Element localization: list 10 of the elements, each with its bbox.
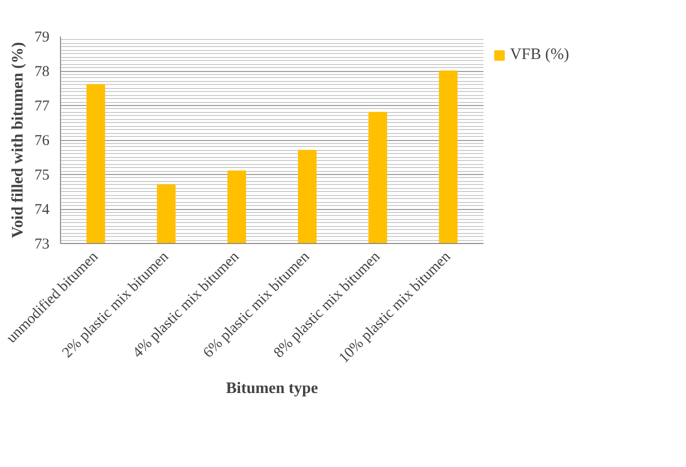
y-tick-label: 77 xyxy=(34,98,50,114)
legend-label: VFB (%) xyxy=(510,46,570,64)
y-tick-label: 73 xyxy=(34,236,50,252)
y-tick-label: 78 xyxy=(34,64,50,80)
y-tick-label: 74 xyxy=(34,202,50,218)
x-axis-title: Bitumen type xyxy=(226,380,318,398)
y-tick-label: 76 xyxy=(34,133,50,149)
y-axis-title: Void filled with bitumen (%) xyxy=(10,42,26,238)
y-tick-label: 75 xyxy=(34,168,50,184)
y-tick-label: 79 xyxy=(34,30,50,46)
